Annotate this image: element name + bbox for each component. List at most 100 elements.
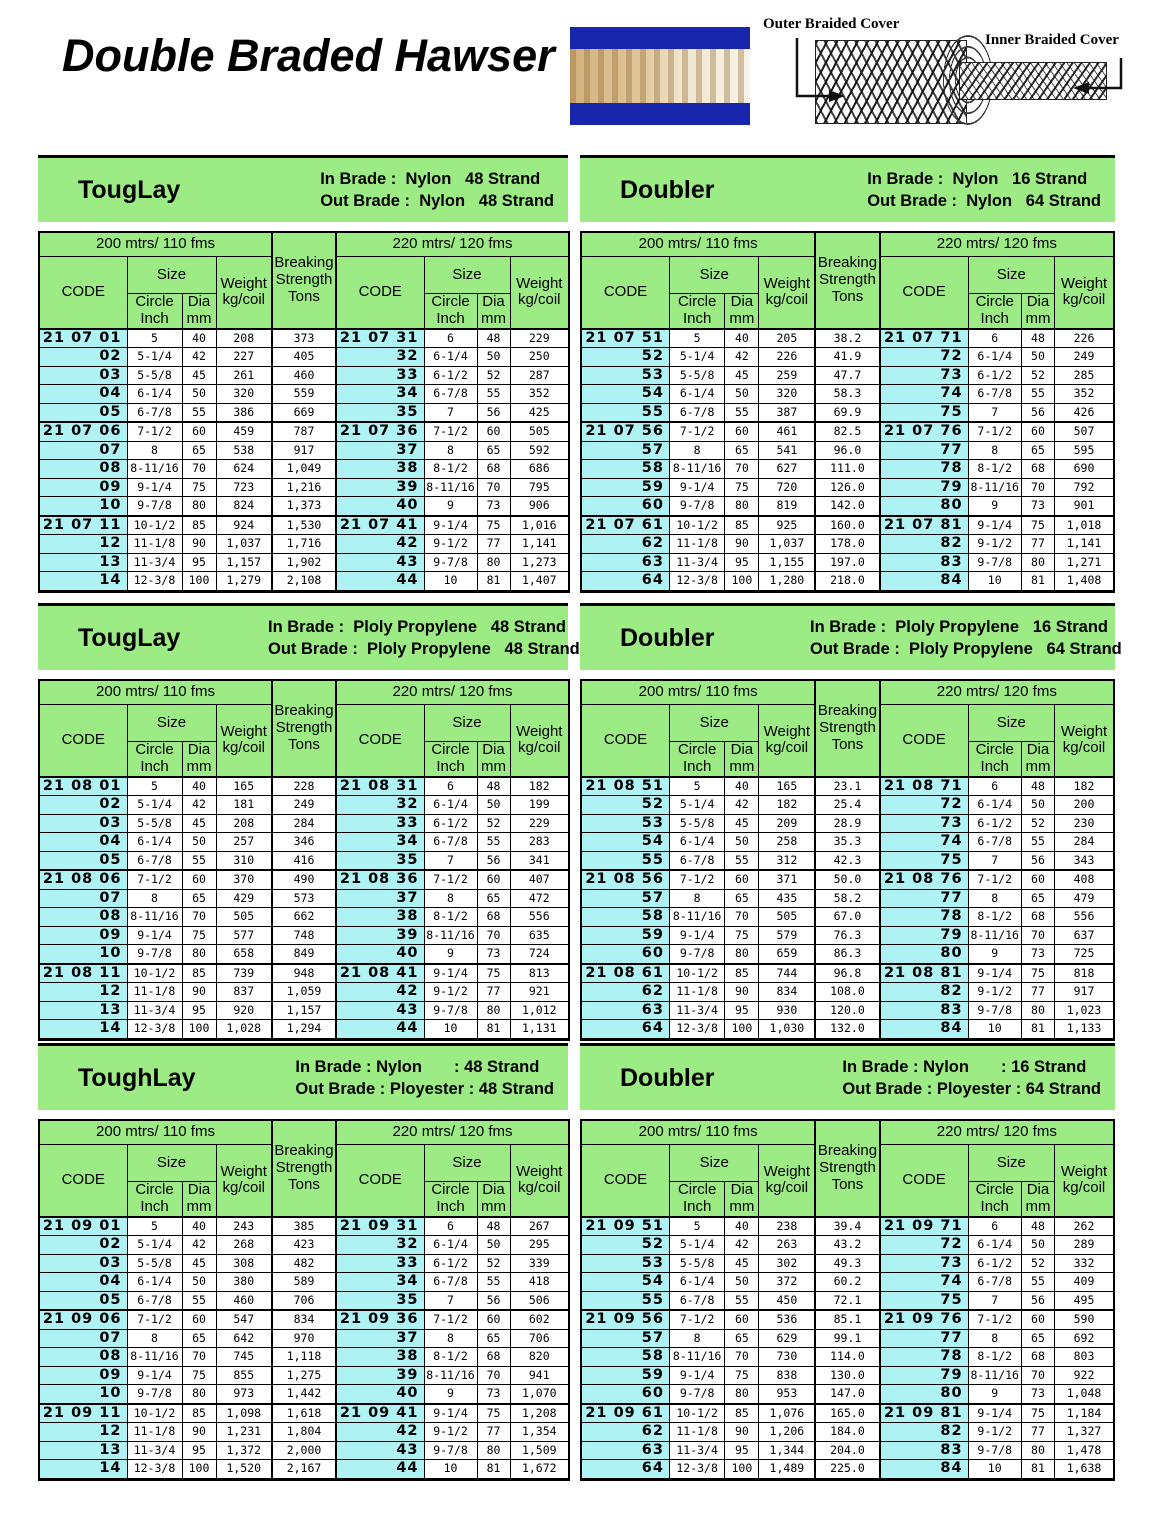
dia-cell: 56 <box>476 850 511 871</box>
dia-cell: 55 <box>476 1272 511 1292</box>
rope-photo <box>570 27 750 125</box>
code-cell: 59 <box>580 1365 670 1386</box>
breaking-cell: 39.4 <box>814 1215 881 1237</box>
weight-cell: 920 <box>215 1000 273 1021</box>
dia-cell: 52 <box>476 365 511 386</box>
dia-cell: 50 <box>181 1272 217 1292</box>
in-brade-line: In Brade : Ploly Propylene 16 Strand <box>810 617 1108 636</box>
code-cell: 63 <box>580 1000 670 1021</box>
breaking-cell: 42.3 <box>814 850 881 871</box>
table-row: 52 5-1/4 42 226 41.9 72 6-1/4 50 249 <box>580 347 1115 367</box>
weight-cell: 408 <box>1054 869 1115 890</box>
code-cell: 07 <box>38 440 128 461</box>
table-row: 21 09 01 5 40 243 385 21 09 31 6 48 267 <box>38 1215 570 1237</box>
breaking-cell: 35.3 <box>814 832 881 852</box>
weight-header: Weight kg/coil <box>215 1143 273 1218</box>
circle-cell: 8 <box>668 888 726 909</box>
weight-cell: 200 <box>1054 795 1115 815</box>
table-row: 64 12-3/8 100 1,489 225.0 84 10 81 1,638 <box>580 1459 1115 1480</box>
table-row: 21 08 01 5 40 165 228 21 08 31 6 48 182 <box>38 775 570 797</box>
circle-cell: 9-7/8 <box>126 496 183 517</box>
code-header: CODE <box>580 703 670 778</box>
weight-cell: 624 <box>215 459 273 479</box>
dia-cell: 70 <box>1020 925 1056 946</box>
dia-cell: 52 <box>476 1253 511 1274</box>
code-cell: 84 <box>879 1459 969 1480</box>
breaking-cell: 1,216 <box>271 477 337 498</box>
code-cell: 21 08 56 <box>580 869 670 890</box>
weight-cell: 1,157 <box>215 552 273 573</box>
code-cell: 37 <box>335 1328 425 1349</box>
circle-cell: 8 <box>423 440 478 461</box>
table-row: 54 6-1/4 50 320 58.3 74 6-7/8 55 352 <box>580 384 1115 404</box>
circle-cell: 8-1/2 <box>423 459 478 479</box>
dia-cell: 85 <box>724 1402 760 1424</box>
size-header: Size <box>967 1144 1056 1182</box>
weight-cell: 1,344 <box>758 1440 816 1461</box>
table-row: 12 11-1/8 90 1,037 1,716 42 9-1/2 77 1,141 <box>38 534 570 554</box>
code-cell: 09 <box>38 477 128 498</box>
dia-cell: 52 <box>1020 365 1056 386</box>
weight-cell: 1,271 <box>1054 552 1115 573</box>
weight-header: Weight kg/coil <box>509 703 570 778</box>
circle-cell: 5-1/4 <box>126 795 183 815</box>
circle-cell: 8 <box>423 888 478 909</box>
table-row: 10 9-7/8 80 973 1,442 40 9 73 1,070 <box>38 1384 570 1405</box>
code-header: CODE <box>38 255 128 330</box>
code-cell: 78 <box>879 459 969 479</box>
table-row: 04 6-1/4 50 257 346 34 6-7/8 55 283 <box>38 832 570 852</box>
breaking-cell: 165.0 <box>814 1402 881 1424</box>
code-cell: 58 <box>580 1347 670 1367</box>
weight-cell: 1,273 <box>509 552 570 573</box>
circle-cell: 9-7/8 <box>423 1440 478 1461</box>
circle-cell: 7-1/2 <box>423 421 478 442</box>
weight-header: Weight kg/coil <box>509 1143 570 1218</box>
breaking-cell: 423 <box>271 1235 337 1255</box>
weight-cell: 556 <box>1054 907 1115 927</box>
weight-cell: 259 <box>758 365 816 386</box>
dia-cell: 90 <box>181 534 217 554</box>
code-cell: 55 <box>580 850 670 871</box>
weight-cell: 320 <box>215 384 273 404</box>
table-row: 57 8 65 541 96.0 77 8 65 595 <box>580 440 1115 461</box>
weight-cell: 263 <box>758 1235 816 1255</box>
circle-cell: 12-3/8 <box>668 571 726 592</box>
circle-cell: 7 <box>423 402 478 423</box>
dia-cell: 65 <box>724 1328 760 1349</box>
circle-cell: 9-7/8 <box>423 552 478 573</box>
braid-spec: In Brade : Nylon 48 Strand Out Brade : Ny… <box>320 168 554 213</box>
dia-cell: 85 <box>724 962 760 984</box>
code-cell: 07 <box>38 1328 128 1349</box>
circle-cell: 6-1/2 <box>967 813 1022 834</box>
dia-cell: 45 <box>724 1253 760 1274</box>
weight-cell: 720 <box>758 477 816 498</box>
code-cell: 21 09 56 <box>580 1309 670 1330</box>
circle-header: Circle Inch <box>967 1180 1022 1218</box>
dia-header: Dia mm <box>724 740 760 778</box>
braid-diagram: Outer Braided Cover Inner Braided Cover <box>753 8 1152 138</box>
circle-cell: 9-1/4 <box>423 514 478 536</box>
code-cell: 57 <box>580 1328 670 1349</box>
length-span-left: 200 mtrs/ 110 fms <box>38 231 273 257</box>
breaking-cell: 249 <box>271 795 337 815</box>
code-cell: 21 07 06 <box>38 421 128 442</box>
code-cell: 53 <box>580 1253 670 1274</box>
size-header: Size <box>668 1144 760 1182</box>
breaking-cell: 28.9 <box>814 813 881 834</box>
breaking-cell: 204.0 <box>814 1440 881 1461</box>
dia-cell: 48 <box>476 327 511 349</box>
circle-cell: 5-5/8 <box>668 813 726 834</box>
weight-header: Weight kg/coil <box>758 255 816 330</box>
dia-cell: 77 <box>1020 1422 1056 1442</box>
circle-cell: 11-3/4 <box>126 1000 183 1021</box>
dia-cell: 45 <box>181 1253 217 1274</box>
dia-header: Dia mm <box>476 292 511 330</box>
dia-cell: 50 <box>181 832 217 852</box>
code-header: CODE <box>335 1143 425 1218</box>
dia-cell: 55 <box>476 384 511 404</box>
dia-cell: 81 <box>1020 1019 1056 1040</box>
dia-header: Dia mm <box>181 740 217 778</box>
circle-cell: 7-1/2 <box>126 869 183 890</box>
table-product-name: ToughLay <box>78 1063 196 1092</box>
table-row: 21 09 61 10-1/2 85 1,076 165.0 21 09 81 9-1/4 7… <box>580 1402 1115 1424</box>
